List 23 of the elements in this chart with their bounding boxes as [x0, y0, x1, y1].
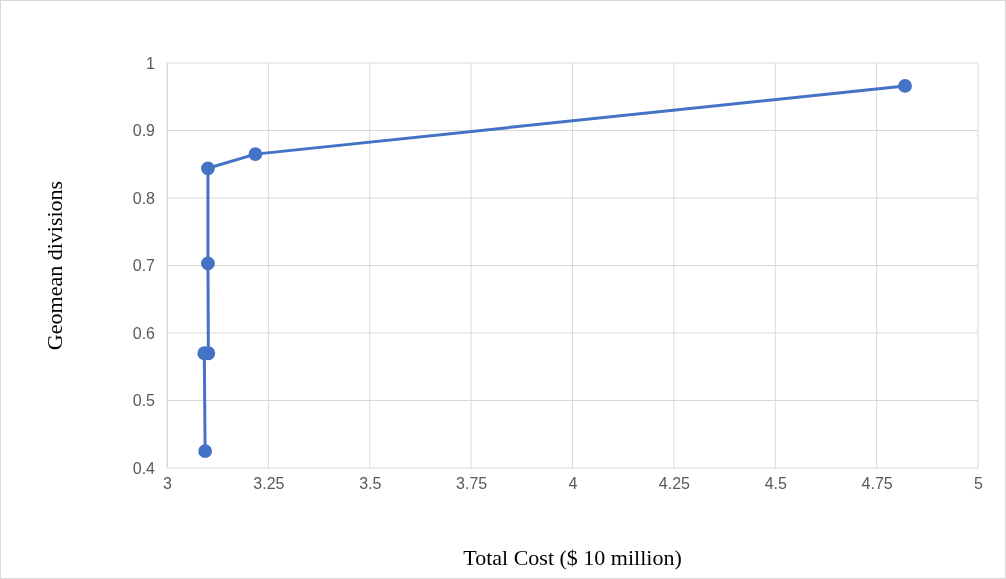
point	[201, 256, 215, 271]
x-tick-label: 3	[163, 475, 173, 493]
x-tick-label: 4	[568, 475, 578, 493]
x-tick-label: 3.25	[253, 475, 285, 493]
point	[248, 147, 263, 162]
y-tick-label: 0.6	[132, 324, 156, 342]
x-tick-label: 4.5	[764, 475, 787, 493]
y-tick-label: 0.7	[132, 257, 156, 275]
y-tick-label: 1	[146, 54, 156, 72]
x-tick-label: 3.75	[456, 475, 488, 493]
x-tick-label: 5	[974, 475, 984, 493]
y-tick-label: 0.4	[132, 459, 156, 477]
y-tick-label: 0.8	[132, 189, 156, 207]
point	[201, 161, 215, 176]
x-axis-title: Total Cost ($ 10 million)	[463, 545, 682, 570]
point	[898, 79, 912, 93]
x-tick-label: 4.75	[861, 475, 893, 493]
x-tick-label: 3.5	[359, 475, 382, 493]
y-axis-title: Geomean divisions	[42, 180, 67, 351]
y-tick-label: 0.5	[132, 392, 156, 410]
x-tick-label: 4.25	[658, 475, 691, 493]
point	[198, 444, 213, 459]
y-tick-label: 0.9	[132, 122, 156, 140]
